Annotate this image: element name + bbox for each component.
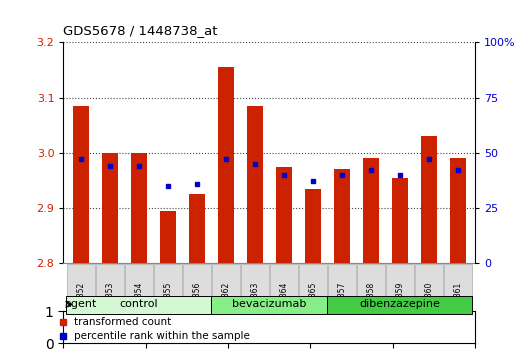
Bar	[131, 153, 147, 263]
Bar	[73, 106, 89, 263]
Bar	[160, 211, 176, 263]
Bar	[218, 67, 234, 263]
Text: GSM967855: GSM967855	[163, 281, 172, 328]
Text: GSM967857: GSM967857	[337, 281, 346, 328]
Text: GSM967859: GSM967859	[395, 281, 404, 328]
Bar	[363, 158, 379, 263]
Text: GDS5678 / 1448738_at: GDS5678 / 1448738_at	[63, 24, 218, 37]
FancyBboxPatch shape	[96, 264, 124, 299]
Text: dibenzazepine: dibenzazepine	[360, 299, 440, 309]
Text: GSM967863: GSM967863	[250, 281, 259, 328]
FancyBboxPatch shape	[357, 264, 385, 299]
Bar	[305, 189, 321, 263]
Bar	[247, 106, 263, 263]
Text: GSM967861: GSM967861	[454, 281, 463, 328]
Text: control: control	[119, 299, 158, 309]
FancyBboxPatch shape	[415, 264, 442, 299]
Bar	[421, 136, 437, 263]
Bar	[189, 194, 205, 263]
Text: GSM967852: GSM967852	[76, 281, 85, 328]
Text: GSM967853: GSM967853	[105, 281, 114, 328]
Text: GSM967856: GSM967856	[192, 281, 201, 328]
Text: GSM967865: GSM967865	[308, 281, 317, 328]
Text: GSM967860: GSM967860	[425, 281, 433, 328]
FancyBboxPatch shape	[241, 264, 269, 299]
Bar	[276, 167, 292, 263]
Bar	[334, 169, 350, 263]
Bar	[102, 153, 118, 263]
Text: transformed count: transformed count	[74, 317, 171, 327]
Text: GSM967854: GSM967854	[134, 281, 143, 328]
FancyBboxPatch shape	[299, 264, 327, 299]
Text: GSM967864: GSM967864	[279, 281, 288, 328]
FancyBboxPatch shape	[212, 264, 240, 299]
Bar	[392, 178, 408, 263]
FancyBboxPatch shape	[67, 264, 95, 299]
FancyBboxPatch shape	[183, 264, 211, 299]
Text: percentile rank within the sample: percentile rank within the sample	[74, 331, 250, 341]
FancyBboxPatch shape	[125, 264, 153, 299]
FancyBboxPatch shape	[328, 264, 356, 299]
Text: GSM967858: GSM967858	[366, 281, 375, 328]
FancyBboxPatch shape	[154, 264, 182, 299]
Bar	[327, 296, 473, 314]
Bar	[66, 296, 211, 314]
Text: GSM967862: GSM967862	[221, 281, 230, 328]
FancyBboxPatch shape	[386, 264, 414, 299]
Text: bevacizumab: bevacizumab	[232, 299, 306, 309]
Bar	[450, 158, 466, 263]
FancyBboxPatch shape	[444, 264, 472, 299]
Text: agent: agent	[64, 299, 96, 309]
Bar	[211, 296, 327, 314]
FancyBboxPatch shape	[270, 264, 298, 299]
